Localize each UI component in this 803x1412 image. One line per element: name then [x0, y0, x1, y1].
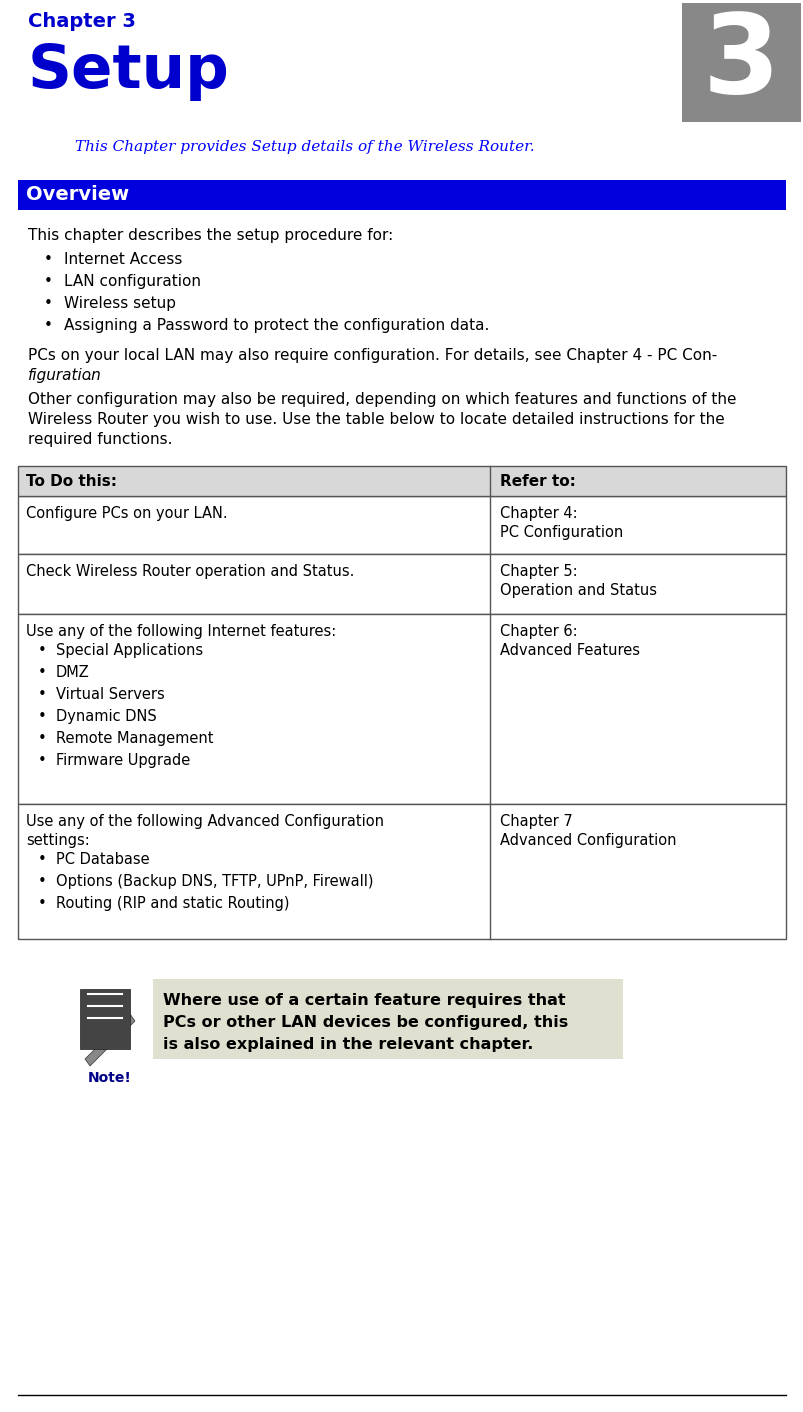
- Bar: [18, 803, 785, 939]
- Text: 3: 3: [702, 8, 779, 116]
- Text: •: •: [44, 251, 53, 267]
- Text: Setup: Setup: [28, 42, 230, 102]
- Text: figuration: figuration: [28, 369, 102, 383]
- Text: Refer to:: Refer to:: [499, 473, 575, 489]
- Text: This chapter describes the setup procedure for:: This chapter describes the setup procedu…: [28, 227, 393, 243]
- Text: Chapter 3: Chapter 3: [28, 11, 136, 31]
- Text: Wireless setup: Wireless setup: [64, 297, 176, 311]
- Text: Advanced Features: Advanced Features: [499, 642, 638, 658]
- Text: DMZ: DMZ: [56, 665, 90, 681]
- Text: •: •: [38, 709, 47, 724]
- Bar: [18, 179, 785, 210]
- Text: To Do this:: To Do this:: [26, 473, 117, 489]
- Text: Where use of a certain feature requires that: Where use of a certain feature requires …: [163, 993, 565, 1008]
- Text: is also explained in the relevant chapter.: is also explained in the relevant chapte…: [163, 1036, 532, 1052]
- Text: Other configuration may also be required, depending on which features and functi: Other configuration may also be required…: [28, 393, 736, 407]
- Text: PC Database: PC Database: [56, 851, 149, 867]
- Text: •: •: [38, 688, 47, 702]
- Text: Virtual Servers: Virtual Servers: [56, 688, 165, 702]
- Text: •: •: [44, 297, 53, 311]
- Bar: [681, 3, 800, 121]
- Text: •: •: [38, 731, 47, 746]
- Bar: [18, 554, 785, 614]
- Text: Chapter 4:: Chapter 4:: [499, 505, 577, 521]
- Text: Internet Access: Internet Access: [64, 251, 182, 267]
- Text: Use any of the following Internet features:: Use any of the following Internet featur…: [26, 624, 336, 640]
- Text: Wireless Router you wish to use. Use the table below to locate detailed instruct: Wireless Router you wish to use. Use the…: [28, 412, 724, 426]
- Text: Advanced Configuration: Advanced Configuration: [499, 833, 675, 849]
- Text: •: •: [38, 753, 47, 768]
- Text: Special Applications: Special Applications: [56, 642, 203, 658]
- Text: Chapter 7: Chapter 7: [499, 813, 572, 829]
- Text: Check Wireless Router operation and Status.: Check Wireless Router operation and Stat…: [26, 563, 354, 579]
- Text: This Chapter provides Setup details of the Wireless Router.: This Chapter provides Setup details of t…: [75, 140, 534, 154]
- Bar: [18, 614, 785, 803]
- Text: Use any of the following Advanced Configuration: Use any of the following Advanced Config…: [26, 813, 384, 829]
- Text: Firmware Upgrade: Firmware Upgrade: [56, 753, 190, 768]
- Text: •: •: [44, 318, 53, 333]
- Polygon shape: [85, 1014, 135, 1066]
- Bar: [18, 466, 785, 496]
- Text: required functions.: required functions.: [28, 432, 173, 448]
- Text: settings:: settings:: [26, 833, 90, 849]
- Text: •: •: [38, 665, 47, 681]
- Text: Overview: Overview: [26, 185, 129, 205]
- Text: •: •: [38, 642, 47, 658]
- Bar: [18, 496, 785, 554]
- Bar: [80, 988, 130, 1049]
- Text: Assigning a Password to protect the configuration data.: Assigning a Password to protect the conf…: [64, 318, 489, 333]
- Text: Configure PCs on your LAN.: Configure PCs on your LAN.: [26, 505, 227, 521]
- Text: Chapter 6:: Chapter 6:: [499, 624, 577, 640]
- Text: Dynamic DNS: Dynamic DNS: [56, 709, 157, 724]
- Text: Options (Backup DNS, TFTP, UPnP, Firewall): Options (Backup DNS, TFTP, UPnP, Firewal…: [56, 874, 373, 890]
- Text: LAN configuration: LAN configuration: [64, 274, 201, 289]
- Text: Routing (RIP and static Routing): Routing (RIP and static Routing): [56, 897, 289, 911]
- Text: Remote Management: Remote Management: [56, 731, 214, 746]
- Text: •: •: [38, 851, 47, 867]
- Text: PC Configuration: PC Configuration: [499, 525, 622, 539]
- Text: PCs on your local LAN may also require configuration. For details, see Chapter 4: PCs on your local LAN may also require c…: [28, 347, 716, 363]
- Text: .: .: [86, 369, 91, 383]
- Text: •: •: [38, 897, 47, 911]
- Text: PCs or other LAN devices be configured, this: PCs or other LAN devices be configured, …: [163, 1015, 568, 1029]
- Bar: [153, 979, 622, 1059]
- Text: Chapter 5:: Chapter 5:: [499, 563, 577, 579]
- Text: Operation and Status: Operation and Status: [499, 583, 656, 599]
- Text: •: •: [44, 274, 53, 289]
- Text: •: •: [38, 874, 47, 890]
- Text: Note!: Note!: [88, 1070, 132, 1084]
